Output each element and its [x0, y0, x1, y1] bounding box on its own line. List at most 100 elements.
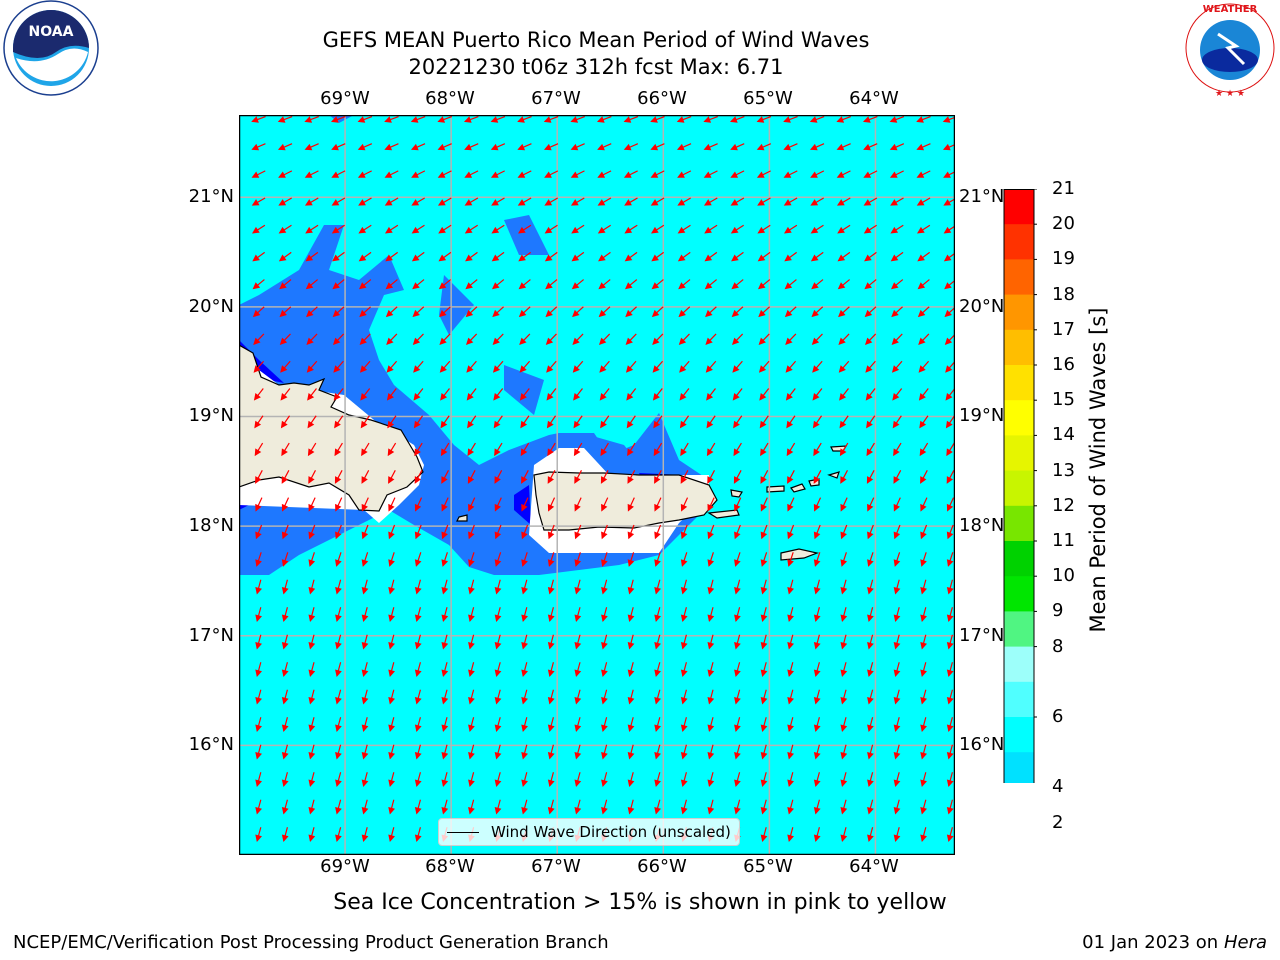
wave-direction-arrowhead: [601, 641, 608, 650]
wave-direction-arrowhead: [944, 282, 952, 290]
wave-direction-arrowhead: [360, 420, 368, 429]
wave-direction-arrowhead: [654, 724, 661, 733]
wave-direction-arrowhead: [277, 116, 286, 123]
wave-direction-arrowhead: [893, 751, 901, 760]
wave-direction-arrowhead: [414, 586, 422, 595]
wave-direction-arrowhead: [893, 641, 901, 650]
wave-direction-arrowhead: [920, 614, 927, 623]
wave-direction-arrowhead: [679, 420, 687, 429]
wave-direction-arrowhead: [332, 337, 341, 345]
wave-direction-arrowhead: [441, 779, 449, 788]
wave-direction-arrowhead: [601, 806, 608, 815]
wave-direction-arrowhead: [410, 143, 419, 151]
wave-direction-arrowhead: [626, 392, 634, 401]
wave-direction-arrowhead: [707, 559, 715, 567]
wave-direction-arrowhead: [384, 226, 393, 234]
wave-direction-arrowhead: [676, 143, 685, 151]
wave-direction-arrowhead: [546, 420, 554, 429]
wave-direction-arrowhead: [441, 751, 449, 760]
wave-direction-arrowhead: [730, 226, 739, 234]
wave-direction-arrowhead: [867, 641, 874, 650]
wave-direction-arrowhead: [414, 751, 422, 760]
wave-direction-arrowhead: [255, 751, 262, 760]
wave-direction-arrowhead: [810, 226, 819, 234]
wave-direction-arrowhead: [893, 834, 901, 843]
wave-direction-arrowhead: [252, 282, 261, 290]
wave-direction-arrowhead: [388, 724, 395, 733]
wave-direction-arrowhead: [332, 282, 340, 290]
lon-label-top: 69°W: [320, 88, 370, 109]
wave-direction-arrowhead: [624, 226, 633, 234]
wave-direction-arrowhead: [918, 365, 926, 373]
wave-direction-arrowhead: [468, 503, 475, 512]
wave-direction-arrowhead: [280, 365, 288, 373]
wave-direction-arrowhead: [388, 834, 395, 843]
wave-direction-arrowhead: [546, 392, 554, 401]
wave-direction-arrowhead: [307, 392, 315, 401]
colorbar-tick-label: 18: [1052, 283, 1075, 305]
wave-direction-arrowhead: [490, 116, 499, 123]
wave-direction-arrowhead: [650, 171, 659, 178]
wave-direction-arrowhead: [893, 806, 901, 815]
wave-direction-arrowhead: [917, 282, 926, 290]
wave-direction-arrowhead: [464, 199, 473, 206]
wave-direction-arrowhead: [494, 806, 502, 815]
wave-direction-arrowhead: [386, 392, 394, 401]
wave-direction-arrowhead: [521, 559, 528, 567]
colorbar-tick-label: 6: [1052, 706, 1064, 727]
wave-direction-arrowhead: [465, 309, 474, 318]
wave-direction-arrowhead: [306, 309, 314, 318]
wave-direction-arrowhead: [543, 143, 552, 151]
wave-direction-arrowhead: [890, 282, 899, 290]
wave-direction-arrowhead: [335, 503, 342, 512]
wave-direction-arrowhead: [654, 586, 661, 595]
wave-direction-arrowhead: [278, 226, 287, 234]
lat-label-right: 21°N: [959, 186, 1005, 207]
wave-direction-arrowhead: [281, 448, 288, 457]
wave-direction-arrowhead: [920, 806, 927, 815]
wave-direction-arrowhead: [863, 199, 872, 206]
wave-direction-arrowhead: [813, 448, 820, 457]
wave-direction-arrowhead: [627, 806, 635, 815]
wave-direction-arrowhead: [706, 392, 714, 401]
noaa-logo: NOAA: [0, 0, 104, 104]
wave-direction-arrowhead: [253, 392, 261, 401]
svg-text:WEATHER: WEATHER: [1203, 4, 1258, 15]
wave-direction-arrowhead: [865, 365, 873, 373]
wave-direction-arrowhead: [517, 199, 526, 206]
wave-direction-arrowhead: [388, 531, 395, 540]
wave-direction-arrowhead: [707, 724, 715, 733]
lon-label-top: 66°W: [637, 88, 687, 109]
wave-direction-arrowhead: [812, 365, 820, 373]
wave-direction-arrowhead: [335, 806, 342, 815]
wave-direction-arrowhead: [811, 337, 820, 345]
wave-direction-arrowhead: [254, 448, 262, 457]
wave-direction-arrowhead: [361, 696, 369, 705]
colorbar-tick-label: 2: [1052, 811, 1064, 833]
wave-direction-arrowhead: [414, 669, 422, 678]
wave-direction-arrowhead: [278, 171, 286, 178]
wave-direction-arrowhead: [757, 254, 766, 262]
wave-direction-arrowhead: [891, 337, 899, 345]
wave-direction-arrowhead: [863, 226, 872, 234]
lat-label-right: 20°N: [959, 296, 1005, 317]
wave-direction-arrowhead: [601, 586, 608, 595]
wave-direction-arrowhead: [734, 696, 741, 705]
lon-label-bottom: 65°W: [743, 856, 793, 877]
wave-direction-arrowhead: [677, 254, 686, 262]
wave-direction-arrowhead: [572, 309, 580, 318]
wave-direction-arrowhead: [281, 531, 289, 540]
wave-direction-arrowhead: [627, 531, 635, 540]
wave-direction-arrowhead: [840, 614, 848, 623]
wave-direction-arrowhead: [601, 503, 608, 512]
wave-direction-arrowhead: [491, 254, 500, 262]
wave-direction-arrowhead: [650, 116, 658, 123]
wave-direction-arrowhead: [920, 724, 927, 733]
wave-direction-arrowhead: [840, 779, 848, 788]
wave-direction-arrowhead: [654, 669, 661, 678]
wave-direction-arrowhead: [650, 199, 659, 206]
wave-direction-arrowhead: [601, 559, 608, 567]
wave-direction-arrowhead: [412, 309, 420, 318]
lat-label-left: 18°N: [188, 515, 234, 536]
wave-direction-arrowhead: [305, 254, 314, 262]
